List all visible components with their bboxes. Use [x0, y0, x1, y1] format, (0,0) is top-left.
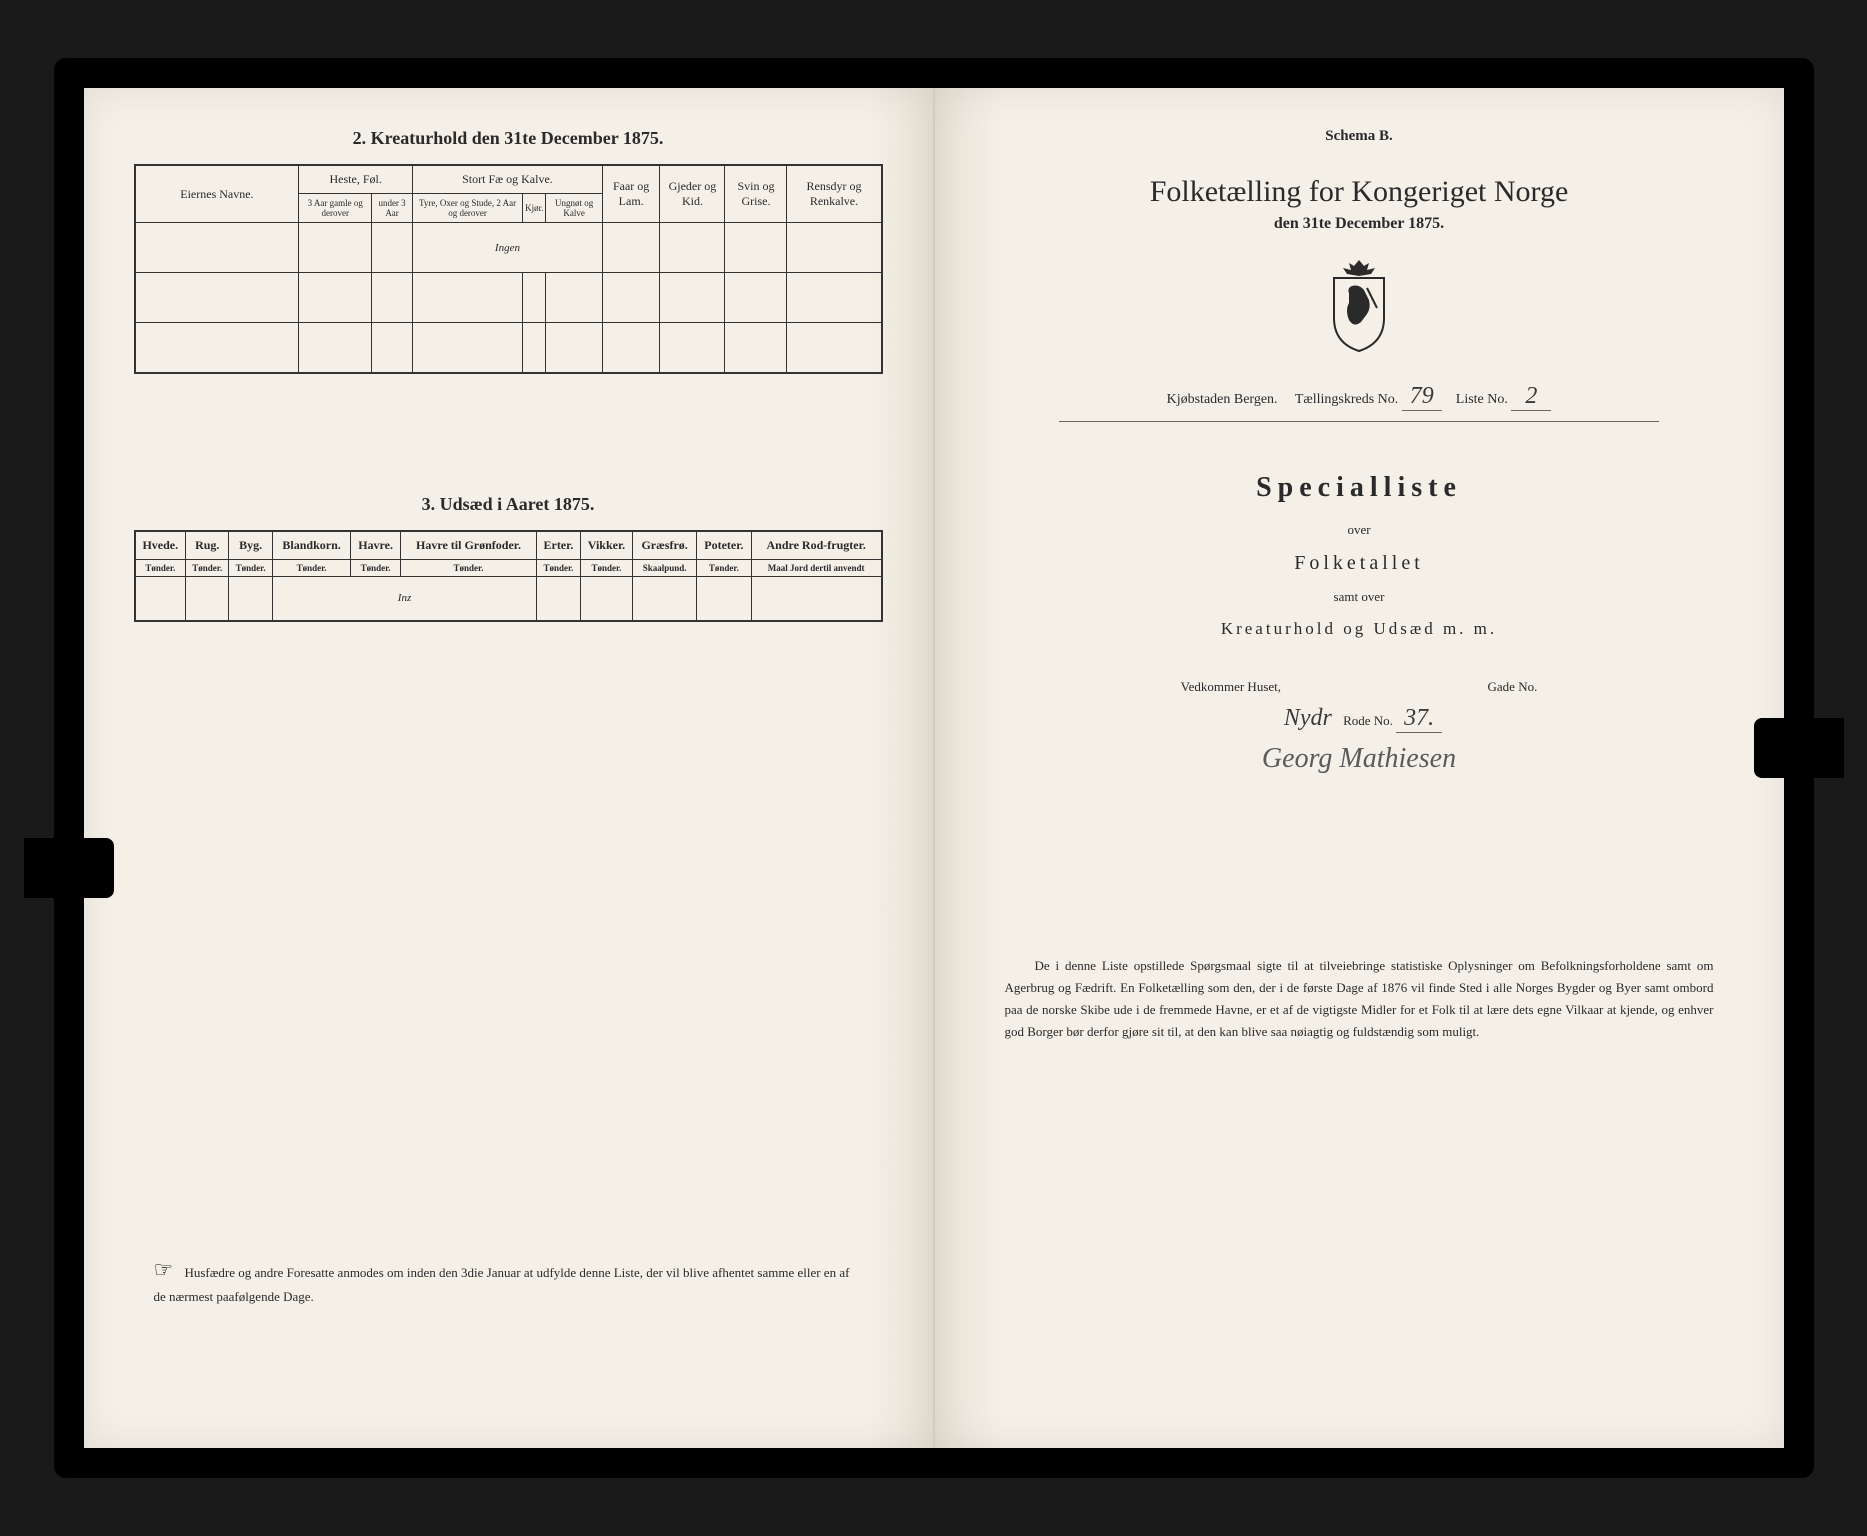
page-right: Schema B. Folketælling for Kongeriget No… — [935, 88, 1784, 1448]
table-row — [135, 323, 882, 373]
liste-label: Liste No. — [1456, 392, 1508, 407]
spec-title: Specialliste — [985, 472, 1734, 504]
page-left: 2. Kreaturhold den 31te December 1875. E… — [84, 88, 935, 1448]
col-graesfro: Græsfrø. — [633, 531, 697, 560]
rode-label: Rode No. — [1343, 713, 1393, 728]
rode-line: Nydr Rode No. 37. — [985, 705, 1734, 733]
col-svin: Svin og Grise. — [725, 165, 787, 223]
bottom-paragraph: De i denne Liste opstillede Spørgsmaal s… — [985, 955, 1734, 1043]
stort-a: Tyre, Oxer og Stude, 2 Aar og derover — [413, 194, 523, 223]
signature: Georg Mathiesen — [985, 743, 1734, 775]
udsaed-unit-row: Tønder. Tønder. Tønder. Tønder. Tønder. … — [135, 559, 882, 576]
col-havre-gron: Havre til Grønfoder. — [400, 531, 537, 560]
binder-clip-right — [1754, 718, 1844, 778]
sub-date: den 31te December 1875. — [985, 215, 1734, 233]
stort-c: Ungnøt og Kalve — [546, 194, 603, 223]
coat-of-arms-icon — [1319, 258, 1399, 353]
handwritten-inz: Inz — [272, 576, 536, 621]
udsaed-header-row: Hvede. Rug. Byg. Blandkorn. Havre. Havre… — [135, 531, 882, 560]
col-hvede: Hvede. — [135, 531, 186, 560]
table-row: Ingen — [135, 223, 882, 273]
binder-clip-left — [24, 838, 114, 898]
kreds-value: 79 — [1402, 383, 1442, 411]
col-eier: Eiernes Navne. — [135, 165, 299, 223]
handwritten-ingen: Ingen — [413, 223, 603, 273]
heste-a: 3 Aar gamle og derover — [299, 194, 372, 223]
location-line: Kjøbstaden Bergen. Tællingskreds No. 79 … — [985, 383, 1734, 411]
book-spread: 2. Kreaturhold den 31te December 1875. E… — [54, 58, 1814, 1478]
footer-note: ☞ Husfædre og andre Foresatte anmodes om… — [154, 1252, 863, 1308]
col-vikker: Vikker. — [580, 531, 633, 560]
spec-over: over — [985, 522, 1734, 538]
main-title: Folketælling for Kongeriget Norge — [985, 175, 1734, 209]
col-rug: Rug. — [186, 531, 229, 560]
grp-heste: Heste, Føl. — [299, 165, 413, 194]
grp-stort: Stort Fæ og Kalve. — [413, 165, 603, 194]
footer-text: Husfædre og andre Foresatte anmodes om i… — [154, 1265, 850, 1304]
rode-value: 37. — [1396, 705, 1442, 733]
heste-b: under 3 Aar — [372, 194, 413, 223]
section3-title: 3. Udsæd i Aaret 1875. — [134, 494, 883, 515]
schema-label: Schema B. — [985, 128, 1734, 145]
col-erter: Erter. — [537, 531, 580, 560]
vedk-huset: Vedkommer Huset, — [1181, 679, 1281, 694]
col-gjeder: Gjeder og Kid. — [660, 165, 725, 223]
col-byg: Byg. — [229, 531, 272, 560]
col-rodfrugter: Andre Rod-frugter. — [751, 531, 881, 560]
col-havre: Havre. — [351, 531, 400, 560]
table-udsaed: Hvede. Rug. Byg. Blandkorn. Havre. Havre… — [134, 530, 883, 623]
kreds-label: Tællingskreds No. — [1295, 392, 1398, 407]
col-rens: Rensdyr og Renkalve. — [787, 165, 882, 223]
col-faar: Faar og Lam. — [602, 165, 660, 223]
table-row: Inz — [135, 576, 882, 621]
section2-title: 2. Kreaturhold den 31te December 1875. — [134, 128, 883, 149]
table-row — [135, 273, 882, 323]
stort-b: Kjør. — [523, 194, 546, 223]
col-poteter: Poteter. — [696, 531, 751, 560]
spec-folketallet: Folketallet — [985, 552, 1734, 575]
liste-value: 2 — [1511, 383, 1551, 411]
vedkommer-line: Vedkommer Huset, Gade No. — [985, 679, 1734, 695]
table-kreaturhold: Eiernes Navne. Heste, Føl. Stort Fæ og K… — [134, 164, 883, 374]
gade-label: Gade No. — [1488, 679, 1538, 694]
spec-samt: samt over — [985, 589, 1734, 605]
pointing-hand-icon: ☞ — [154, 1257, 174, 1282]
col-blandkorn: Blandkorn. — [272, 531, 351, 560]
hw-prefix: Nydr — [1276, 705, 1340, 732]
spec-kreat: Kreaturhold og Udsæd m. m. — [985, 619, 1734, 639]
divider — [1059, 421, 1658, 422]
city-label: Kjøbstaden Bergen. — [1167, 392, 1278, 407]
